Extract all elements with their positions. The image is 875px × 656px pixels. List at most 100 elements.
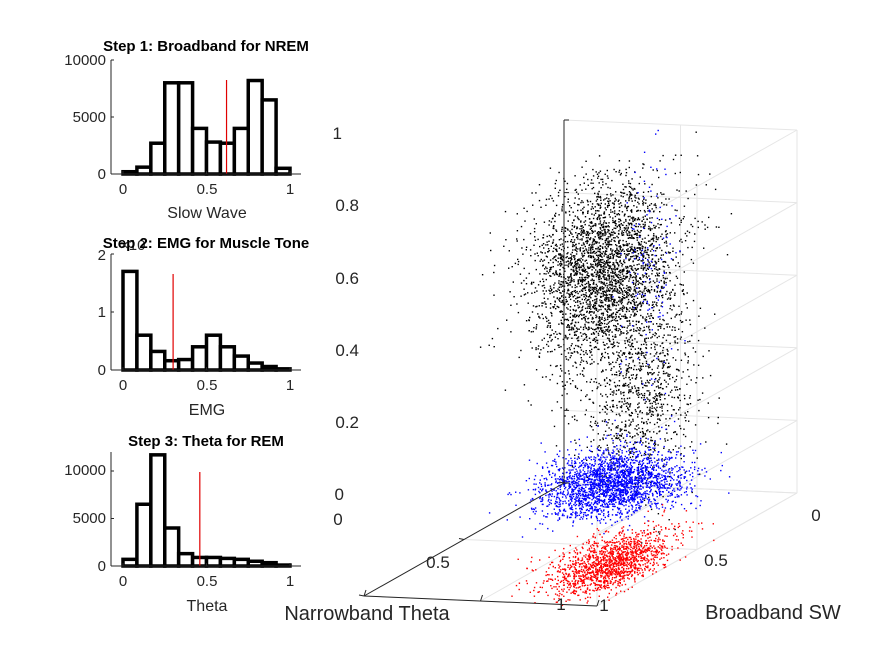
scatter3d-point (601, 312, 603, 315)
scatter3d-point (606, 289, 608, 291)
scatter3d-point (663, 319, 665, 322)
scatter3d-point (613, 319, 616, 321)
scatter3d-point (597, 386, 599, 388)
scatter3d-point (657, 325, 659, 328)
scatter3d-point (560, 256, 563, 259)
scatter3d-point (626, 207, 628, 209)
scatter3d-point (558, 286, 560, 288)
scatter3d-point (602, 258, 604, 261)
scatter3d-point (619, 226, 621, 229)
scatter3d-point (603, 233, 605, 235)
scatter3d-point (611, 316, 614, 318)
scatter3d-point (574, 333, 576, 336)
scatter3d-point (559, 254, 561, 256)
scatter3d-point (599, 439, 601, 441)
scatter3d-point (628, 448, 631, 450)
scatter3d-point (601, 238, 604, 240)
scatter3d-point (598, 317, 600, 320)
scatter3d-point (608, 242, 610, 244)
scatter3d-point (642, 352, 645, 354)
scatter3d-point (644, 215, 646, 217)
scatter3d-point (570, 292, 572, 294)
scatter3d-point (542, 302, 544, 304)
scatter3d-point (655, 236, 658, 238)
scatter3d-point (571, 225, 574, 227)
scatter3d-point (598, 287, 601, 290)
scatter3d-point (621, 306, 624, 309)
scatter3d-point (586, 311, 588, 313)
scatter3d-point (617, 345, 619, 348)
scatter3d-point (637, 466, 640, 468)
scatter3d-point (657, 374, 659, 376)
scatter3d-point (664, 260, 666, 263)
scatter3d-point (612, 394, 614, 396)
scatter3d-point (570, 273, 572, 275)
scatter3d-point (639, 301, 642, 303)
scatter3d-point (597, 246, 600, 249)
scatter3d-point (656, 351, 658, 354)
scatter3d-point (568, 296, 570, 298)
scatter3d-point (649, 331, 651, 334)
scatter3d-point (627, 365, 630, 367)
scatter3d-point (630, 197, 633, 200)
scatter3d-point (562, 203, 564, 206)
scatter3d-point (598, 172, 600, 174)
scatter3d-point (606, 294, 608, 296)
scatter3d-point (581, 309, 584, 311)
scatter3d-point (555, 498, 558, 500)
scatter3d-point (618, 454, 620, 456)
scatter3d-point (654, 332, 656, 334)
scatter3d-point (575, 327, 578, 329)
scatter3d-point (618, 281, 620, 283)
scatter3d-point (601, 353, 603, 355)
scatter3d-point (661, 479, 663, 482)
scatter3d-point (639, 248, 641, 250)
scatter3d-point (653, 289, 656, 291)
scatter3d-point (582, 208, 584, 210)
scatter3d-point (678, 370, 680, 372)
scatter3d-point (567, 423, 570, 425)
scatter3d-point (656, 280, 658, 282)
scatter3d-point (579, 469, 581, 471)
scatter3d-point (532, 204, 534, 206)
scatter3d-point (651, 258, 653, 261)
scatter3d-point (555, 463, 557, 465)
scatter3d-point (534, 236, 536, 238)
scatter3d-point (629, 470, 631, 472)
scatter3d-point (615, 311, 618, 313)
scatter3d-point (604, 419, 606, 421)
scatter3d-point (625, 168, 627, 171)
scatter3d-point (665, 281, 667, 284)
scatter3d-point (626, 293, 628, 295)
scatter3d-point (641, 334, 643, 337)
scatter3d-point (600, 261, 603, 264)
scatter3d-point (603, 274, 605, 276)
scatter3d-point (565, 358, 568, 360)
scatter3d-point (590, 327, 592, 329)
scatter3d-point (607, 422, 609, 424)
scatter3d-point (674, 431, 677, 433)
scatter3d-point (615, 328, 617, 331)
scatter3d-point (634, 272, 637, 274)
scatter3d-point (561, 206, 563, 208)
scatter3d-point (630, 217, 633, 219)
scatter3d-point (599, 232, 601, 234)
scatter3d-point (572, 296, 574, 298)
scatter3d-point (640, 367, 642, 369)
hist1-xlabel: Slow Wave (167, 205, 247, 222)
scatter3d-point (657, 269, 659, 271)
scatter3d-point (546, 235, 548, 238)
scatter3d-point (632, 346, 634, 348)
scatter3d-point (582, 229, 585, 231)
scatter3d-point (627, 384, 630, 386)
scatter3d-point (679, 425, 681, 427)
scatter3d-point (637, 201, 639, 203)
scatter3d-point (637, 351, 640, 353)
scatter3d-point (561, 255, 563, 258)
scatter3d-point (657, 402, 659, 405)
scatter3d-point (627, 237, 629, 239)
scatter3d-point (567, 288, 569, 291)
scatter3d-point (652, 169, 654, 171)
scatter3d-point (611, 331, 613, 333)
scatter3d-point (611, 202, 614, 204)
